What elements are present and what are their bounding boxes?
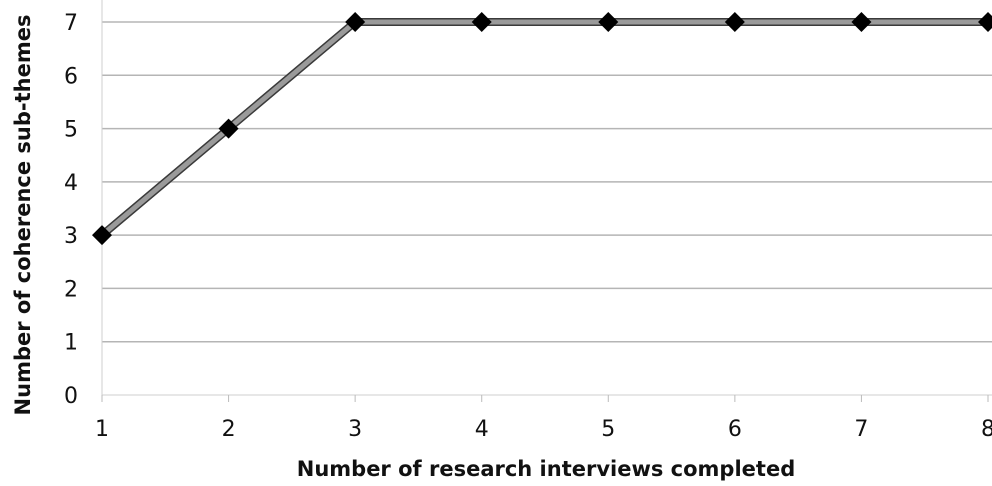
data-point-marker — [724, 12, 745, 32]
y-tick-label: 6 — [64, 64, 78, 89]
data-point-marker — [92, 225, 112, 246]
x-tick-label: 5 — [601, 417, 615, 442]
x-tick-label: 1 — [95, 417, 109, 442]
x-tick-label: 7 — [854, 417, 868, 442]
data-point-marker — [471, 12, 492, 32]
y-tick-label: 7 — [64, 11, 78, 36]
y-tick-label: 2 — [64, 277, 78, 302]
x-tick-label: 8 — [981, 417, 992, 442]
y-tick-label: 4 — [64, 171, 78, 196]
x-tick-label: 4 — [475, 417, 489, 442]
x-tick-label: 3 — [348, 417, 362, 442]
data-point-marker — [218, 118, 239, 139]
x-tick-label: 2 — [222, 417, 236, 442]
x-tick-labels: 1 2 3 4 5 6 7 8 — [95, 417, 992, 442]
y-tick-label: 5 — [64, 118, 78, 143]
axes — [101, 0, 992, 402]
y-axis-title: Number of coherence sub-themes — [11, 15, 35, 416]
data-point-marker — [978, 12, 992, 32]
x-tick-label: 6 — [728, 417, 742, 442]
y-tick-label: 1 — [64, 331, 78, 356]
x-axis-title: Number of research interviews completed — [297, 457, 795, 481]
y-tick-labels: 0 1 2 3 4 5 6 7 — [64, 11, 78, 409]
data-point-marker — [345, 12, 366, 32]
gridlines — [102, 21, 992, 343]
y-tick-label: 0 — [64, 384, 78, 409]
y-tick-label: 3 — [64, 224, 78, 249]
series — [92, 12, 992, 246]
series-line — [100, 19, 988, 238]
data-point-marker — [851, 12, 872, 32]
data-point-marker — [598, 12, 619, 32]
